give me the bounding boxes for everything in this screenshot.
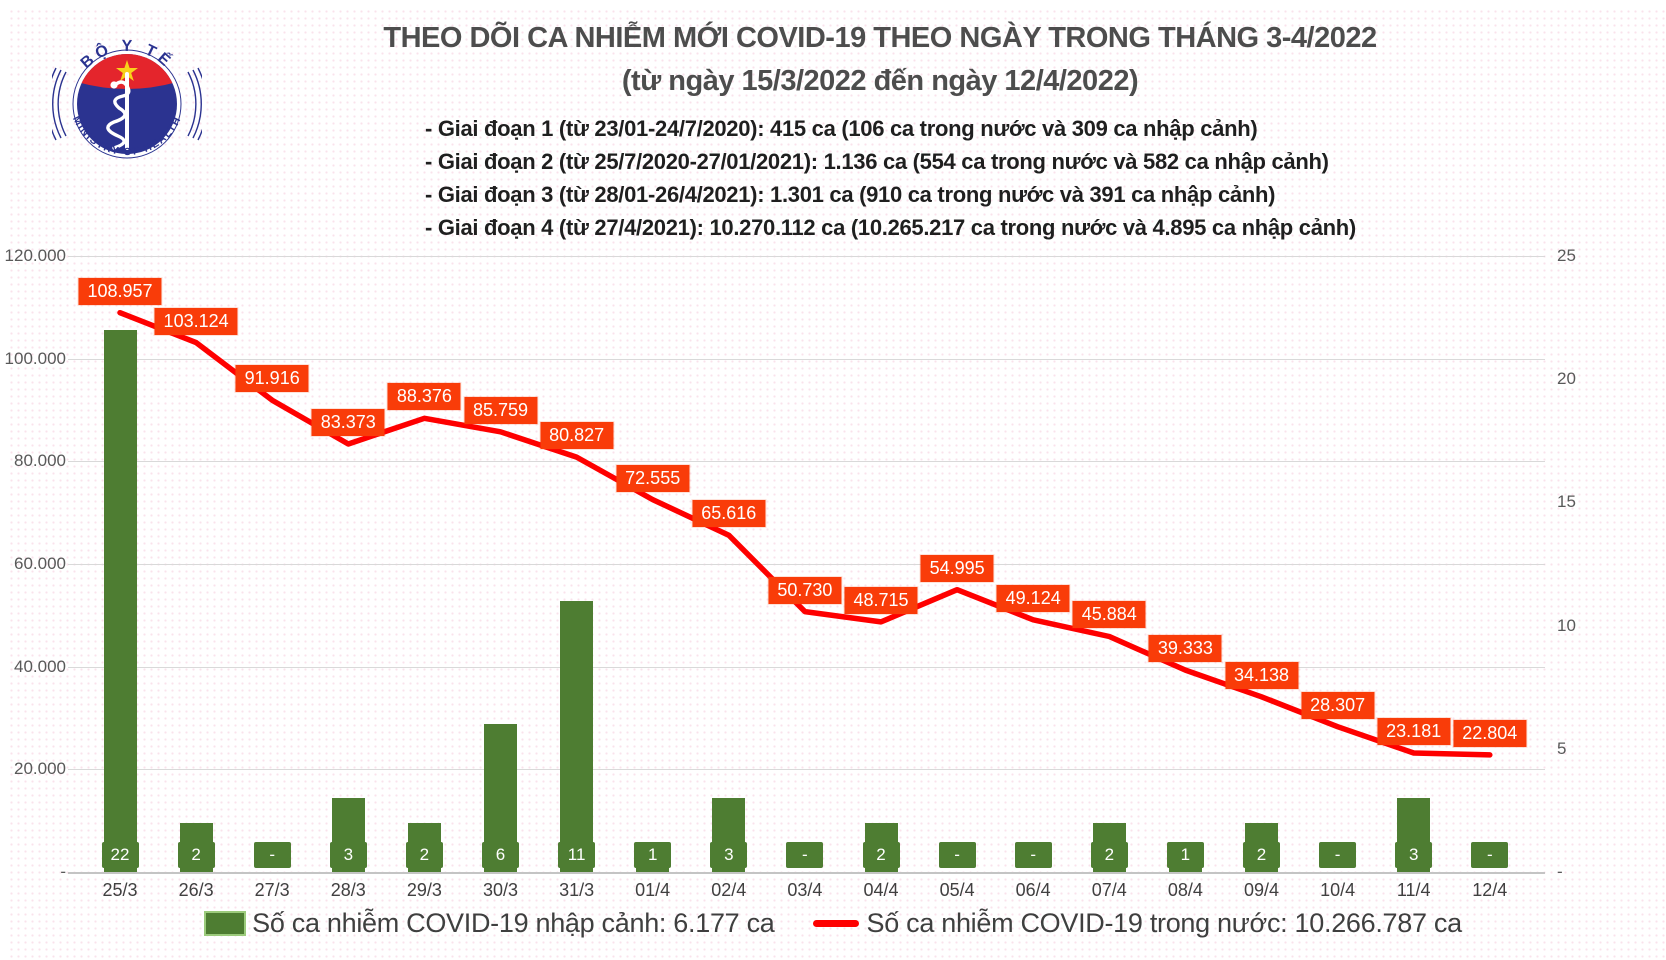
left-axis-tick-label: -	[60, 862, 66, 881]
bar-imported-cases	[103, 329, 137, 872]
line-value-label: 72.555	[616, 464, 690, 492]
x-axis-tick-label: 07/4	[1091, 880, 1127, 900]
x-axis-tick-label: 28/3	[330, 880, 366, 900]
right-axis-tick-label: 20	[1557, 369, 1576, 389]
line-value-label: 48.715	[844, 586, 918, 614]
bar-value-label: 2	[405, 842, 443, 868]
line-value-label: 65.616	[692, 500, 766, 528]
line-value-label: 45.884	[1072, 601, 1146, 629]
line-value-label: 39.333	[1148, 635, 1222, 663]
period-3-line: - Giai đoạn 3 (từ 28/01-26/4/2021): 1.30…	[425, 182, 1276, 207]
x-axis-tick-label: 10/4	[1320, 880, 1356, 900]
line-value-label: 88.376	[387, 383, 461, 411]
logo-star	[115, 60, 138, 81]
chart-subtitle: (từ ngày 15/3/2022 đến ngày 12/4/2022)	[621, 65, 1139, 97]
x-axis-tick-label: 31/3	[559, 880, 595, 900]
x-axis-tick-label: 26/3	[178, 880, 214, 900]
legend-domestic-label: Số ca nhiễm COVID-19 trong nước: 10.266.…	[866, 908, 1463, 938]
right-axis-tick-label: 5	[1557, 738, 1567, 758]
gridline	[68, 564, 1545, 565]
gridline	[68, 256, 1545, 257]
line-value-label: 28.307	[1301, 691, 1375, 719]
bar-value-label: 1	[634, 842, 672, 868]
gridline	[68, 872, 1545, 874]
line-value-label: 108.957	[78, 277, 162, 305]
left-axis-tick-label: 20.000	[14, 759, 66, 779]
line-value-label: 50.730	[768, 576, 842, 604]
bar-value-label: 3	[710, 842, 748, 868]
line-value-label: 80.827	[540, 422, 614, 450]
bar-value-label: -	[1319, 842, 1357, 868]
logo-rod-of-asclepius	[106, 72, 131, 150]
x-axis-tick-label: 27/3	[254, 880, 290, 900]
bar-value-label: 2	[1090, 842, 1128, 868]
x-axis-tick-label: 12/4	[1472, 880, 1508, 900]
bar-value-label: -	[1471, 842, 1509, 868]
right-axis-tick-label: -	[1557, 862, 1563, 881]
bar-value-label: 11	[558, 842, 596, 868]
bar-value-label: 1	[1166, 842, 1204, 868]
legend-imported-label: Số ca nhiễm COVID-19 nhập cảnh: 6.177 ca	[252, 908, 775, 938]
gridline	[68, 769, 1545, 771]
gridline	[68, 461, 1545, 463]
line-value-label: 23.181	[1377, 718, 1451, 745]
bar-value-label: 3	[329, 842, 367, 868]
chart-title: THEO DÕI CA NHIỄM MỚI COVID-19 THEO NGÀY…	[383, 22, 1377, 54]
bar-value-label: -	[938, 842, 976, 868]
x-axis-tick-label: 11/4	[1396, 880, 1431, 900]
line-value-label: 85.759	[463, 396, 538, 424]
line-value-label: 103.124	[154, 307, 238, 335]
line-value-label: 49.124	[996, 584, 1070, 612]
bar-imported-cases	[560, 600, 594, 872]
ministry-of-health-logo: BỘ Y TẾ MINISTRY OF HEALTH	[52, 38, 202, 159]
x-axis-tick-label: 08/4	[1167, 880, 1203, 900]
gridline	[68, 666, 1545, 668]
bar-value-label: 6	[482, 842, 519, 868]
logo-wing-lines	[52, 67, 202, 141]
period-4-line: - Giai đoạn 4 (từ 27/4/2021): 10.270.112…	[425, 215, 1356, 240]
left-axis-tick-label: 80.000	[14, 451, 66, 471]
x-axis-tick-label: 03/4	[787, 880, 823, 900]
red-line-swatch-icon	[812, 920, 859, 927]
right-axis-tick-label: 10	[1557, 615, 1576, 635]
left-axis-tick-label: 60.000	[14, 554, 66, 573]
legend-item-domestic-cases: Số ca nhiễm COVID-19 trong nước: 10.266.…	[812, 908, 1463, 939]
line-value-label: 34.138	[1224, 661, 1299, 689]
x-axis-tick-label: 30/3	[482, 880, 519, 900]
left-axis-tick-label: 120.000	[4, 246, 66, 265]
x-axis-tick-label: 05/4	[939, 880, 975, 900]
bar-value-label: -	[786, 842, 824, 868]
bar-value-label: 3	[1395, 842, 1433, 868]
x-axis-tick-label: 25/3	[102, 880, 138, 900]
x-axis-tick-label: 09/4	[1243, 880, 1280, 900]
bar-value-label: 2	[177, 842, 215, 868]
line-value-label: 83.373	[311, 409, 385, 437]
line-value-label: 91.916	[235, 365, 309, 393]
right-axis-tick-label: 15	[1557, 492, 1576, 512]
bar-value-label: -	[1014, 842, 1052, 868]
x-axis-tick-label: 04/4	[863, 880, 899, 900]
green-bar-swatch-icon	[204, 911, 247, 936]
bar-value-label: -	[253, 842, 291, 868]
left-axis-tick-label: 40.000	[14, 656, 66, 676]
x-axis-tick-label: 29/3	[406, 880, 442, 900]
period-2-line: - Giai đoạn 2 (từ 25/7/2020-27/01/2021):…	[425, 149, 1329, 174]
bar-value-label: 2	[1243, 842, 1280, 868]
gridline	[68, 358, 1545, 360]
left-axis-tick-label: 100.000	[4, 348, 66, 368]
period-1-line: - Giai đoạn 1 (từ 23/01-24/7/2020): 415 …	[425, 116, 1258, 141]
bar-value-label: 2	[862, 842, 900, 868]
period-summary-block: - Giai đoạn 1 (từ 23/01-24/7/2020): 415 …	[425, 112, 1525, 244]
line-value-label: 54.995	[920, 554, 994, 582]
bar-value-label: 22	[101, 842, 139, 868]
line-value-label: 22.804	[1453, 719, 1527, 747]
x-axis-tick-label: 02/4	[711, 880, 747, 900]
chart-title-block: THEO DÕI CA NHIỄM MỚI COVID-19 THEO NGÀY…	[220, 22, 1540, 98]
x-axis-tick-label: 06/4	[1015, 880, 1051, 900]
x-axis-tick-label: 01/4	[635, 880, 671, 900]
chart-legend: Số ca nhiễm COVID-19 nhập cảnh: 6.177 ca…	[0, 908, 1666, 939]
legend-item-imported-cases: Số ca nhiễm COVID-19 nhập cảnh: 6.177 ca	[204, 908, 775, 939]
right-axis-tick-label: 25	[1557, 246, 1576, 265]
